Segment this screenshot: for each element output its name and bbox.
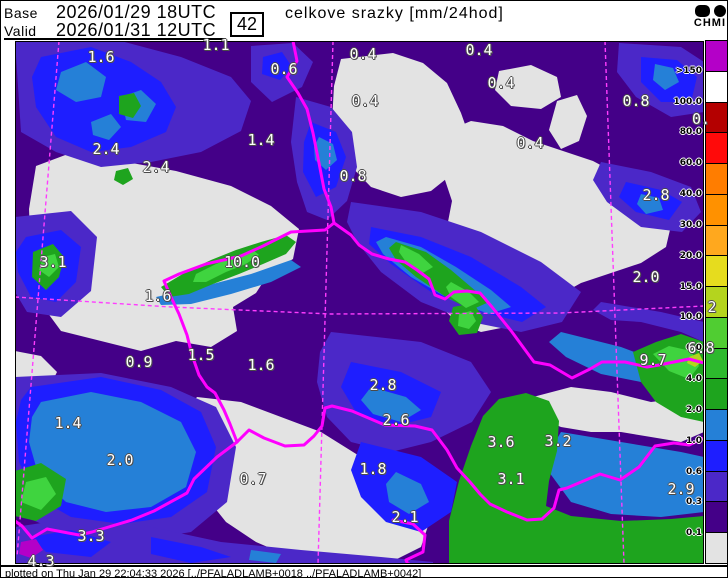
header: Base 2026/01/29 18UTC Valid 2026/01/31 1… [1, 1, 727, 41]
precip-map-svg [15, 41, 704, 564]
chmi-logo-icon [694, 4, 726, 17]
colorbar-segment [706, 379, 727, 411]
colorbar-segment [706, 410, 727, 441]
colorbar-segment [706, 471, 727, 503]
page-title: celkove srazky [mm/24hod] [285, 5, 504, 22]
run-info: Base 2026/01/29 18UTC Valid 2026/01/31 1… [4, 2, 226, 40]
valid-value: 2026/01/31 12UTC [56, 20, 217, 40]
forecast-step-box: 42 [230, 12, 265, 37]
base-row: Base 2026/01/29 18UTC [4, 2, 226, 22]
colorbar-segment [706, 225, 727, 257]
colorbar-segment [706, 502, 727, 534]
base-value: 2026/01/29 18UTC [56, 2, 217, 22]
colorbar-segment [706, 164, 727, 195]
valid-row: Valid 2026/01/31 12UTC [4, 20, 226, 40]
chmi-logo: CHMI [694, 4, 726, 30]
colorbar-segment [706, 41, 727, 72]
colorbar-segment [706, 287, 727, 318]
plot-timestamp: plotted on Thu Jan 29 22:04:33 2026 [../… [5, 568, 422, 578]
colorbar-segment [706, 317, 727, 349]
logo-dot-icon [695, 4, 710, 17]
base-label: Base [4, 5, 38, 21]
colorbar [705, 40, 727, 564]
colorbar-segment [706, 194, 727, 226]
colorbar-segment [706, 256, 727, 288]
precip-field [15, 41, 704, 564]
map-frame [15, 41, 704, 564]
logo-dot-icon [714, 4, 726, 17]
colorbar-segment [706, 440, 727, 472]
valid-label: Valid [4, 23, 37, 39]
grid-dashed-lines [15, 41, 704, 564]
colorbar-segment [706, 71, 727, 103]
colorbar-segment [706, 533, 727, 564]
footer-bar: plotted on Thu Jan 29 22:04:33 2026 [../… [1, 565, 727, 578]
precipitation-map [15, 41, 704, 564]
colorbar-segment [706, 133, 727, 165]
country-border-lines [15, 41, 704, 564]
colorbar-segment [706, 102, 727, 134]
colorbar-segment [706, 348, 727, 380]
chmi-logo-text: CHMI [693, 17, 726, 29]
